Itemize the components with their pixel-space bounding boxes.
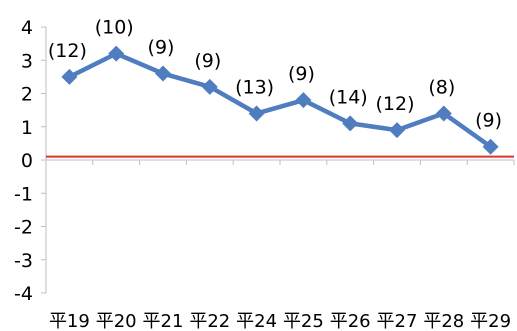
x-category-label: 平28 <box>423 311 464 331</box>
data-label: (12) <box>375 93 414 115</box>
data-label: (14) <box>329 86 368 108</box>
data-point-marker <box>482 138 499 155</box>
data-point-marker <box>435 105 452 122</box>
data-point-marker <box>389 122 405 139</box>
y-tick-label: -2 <box>14 217 33 239</box>
data-point-marker <box>201 78 218 95</box>
x-category-label: 平25 <box>283 311 324 331</box>
x-category-label: 平19 <box>49 311 90 331</box>
data-label: (8) <box>428 76 455 98</box>
y-tick-label: 0 <box>21 150 33 172</box>
x-category-label: 平29 <box>470 311 511 331</box>
axes: 4 3 2 1 0 -1 -2 -3 -4 平19 平20 平21 平22 平24 平25 平26 平27 平28… <box>14 17 515 331</box>
x-category-label: 平20 <box>96 311 137 331</box>
x-category-label: 平24 <box>236 311 277 331</box>
data-label: (10) <box>95 17 134 39</box>
y-tick-label: 2 <box>21 84 33 106</box>
data-point-marker <box>342 115 359 132</box>
x-category-label: 平22 <box>189 311 230 331</box>
y-tick-label: 4 <box>21 17 33 39</box>
series-line <box>68 51 492 149</box>
series-group <box>61 45 499 155</box>
data-point-marker <box>155 65 171 82</box>
data-point-marker <box>61 68 78 85</box>
y-tick-label: 1 <box>21 117 33 139</box>
y-tick-label: -1 <box>14 183 33 205</box>
data-label: (9) <box>288 63 315 85</box>
y-tick-label: -3 <box>14 250 33 272</box>
data-label: (9) <box>194 50 221 72</box>
data-label: (12) <box>48 40 87 62</box>
data-label: (9) <box>475 110 502 132</box>
data-point-marker <box>295 92 312 109</box>
data-label: (9) <box>148 37 175 59</box>
x-category-label: 平21 <box>143 311 184 331</box>
y-tick-label: 3 <box>21 50 33 72</box>
x-category-label: 平27 <box>377 311 418 331</box>
data-label: (13) <box>235 76 274 98</box>
data-point-marker <box>108 45 125 62</box>
data-point-marker <box>248 105 265 122</box>
y-tick-label: -4 <box>14 283 33 305</box>
x-category-label: 平26 <box>330 311 371 331</box>
data-labels-group: (12) (10) (9) (9) (13) (9) (14) (12) (8) (9) <box>48 17 502 132</box>
